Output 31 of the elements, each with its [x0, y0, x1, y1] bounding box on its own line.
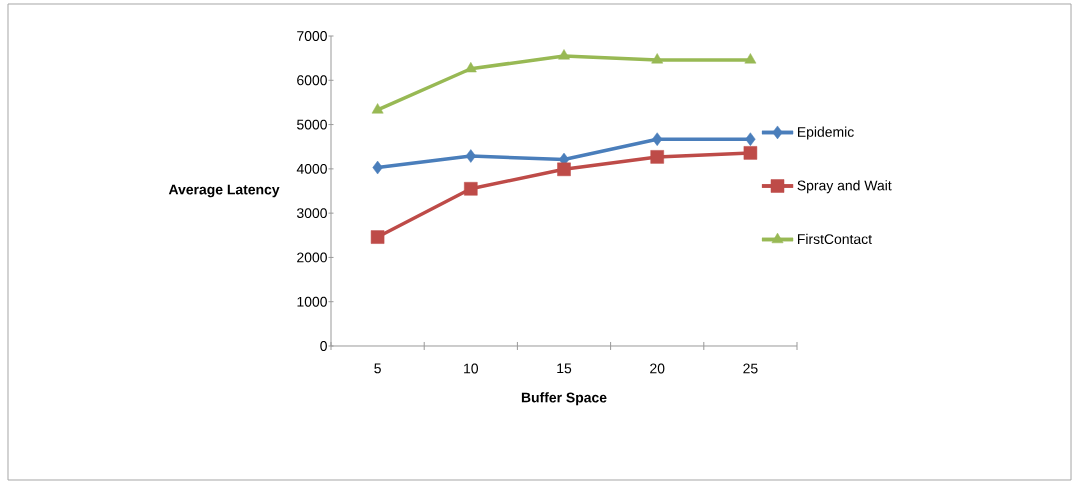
legend-label: Spray and Wait: [797, 180, 892, 194]
point: [558, 49, 570, 60]
y-tick-label: 0: [320, 341, 327, 351]
point: [372, 160, 383, 175]
point: [745, 132, 756, 146]
y-tick-label: 6000: [297, 75, 327, 86]
y-tick-label: 3000: [296, 208, 327, 219]
point: [465, 149, 476, 163]
y-tick-label: 2000: [297, 252, 327, 263]
point: [464, 182, 478, 196]
point: [652, 132, 663, 146]
x-tick-label: 25: [743, 363, 758, 374]
point: [370, 230, 385, 244]
x-axis-title: Buffer Space: [521, 392, 607, 406]
x-tick-label: 15: [557, 363, 572, 374]
legend-label: FirstContact: [797, 233, 872, 245]
x-tick-label: 10: [464, 363, 479, 374]
x-tick-label: 5: [374, 363, 381, 374]
x-tick-label: 20: [650, 363, 665, 374]
legend-label: Epidemic: [797, 126, 854, 140]
y-tick-label: 5000: [297, 119, 327, 130]
y-axis-title: Average Latency: [168, 184, 280, 198]
point: [743, 146, 758, 160]
point: [557, 162, 571, 177]
point: [650, 150, 664, 164]
point: [744, 53, 757, 64]
point: [651, 53, 664, 64]
point: [371, 103, 384, 114]
y-tick-label: 1000: [297, 296, 327, 307]
y-tick-label: 7000: [297, 31, 327, 41]
y-tick-label: 4000: [296, 163, 327, 174]
